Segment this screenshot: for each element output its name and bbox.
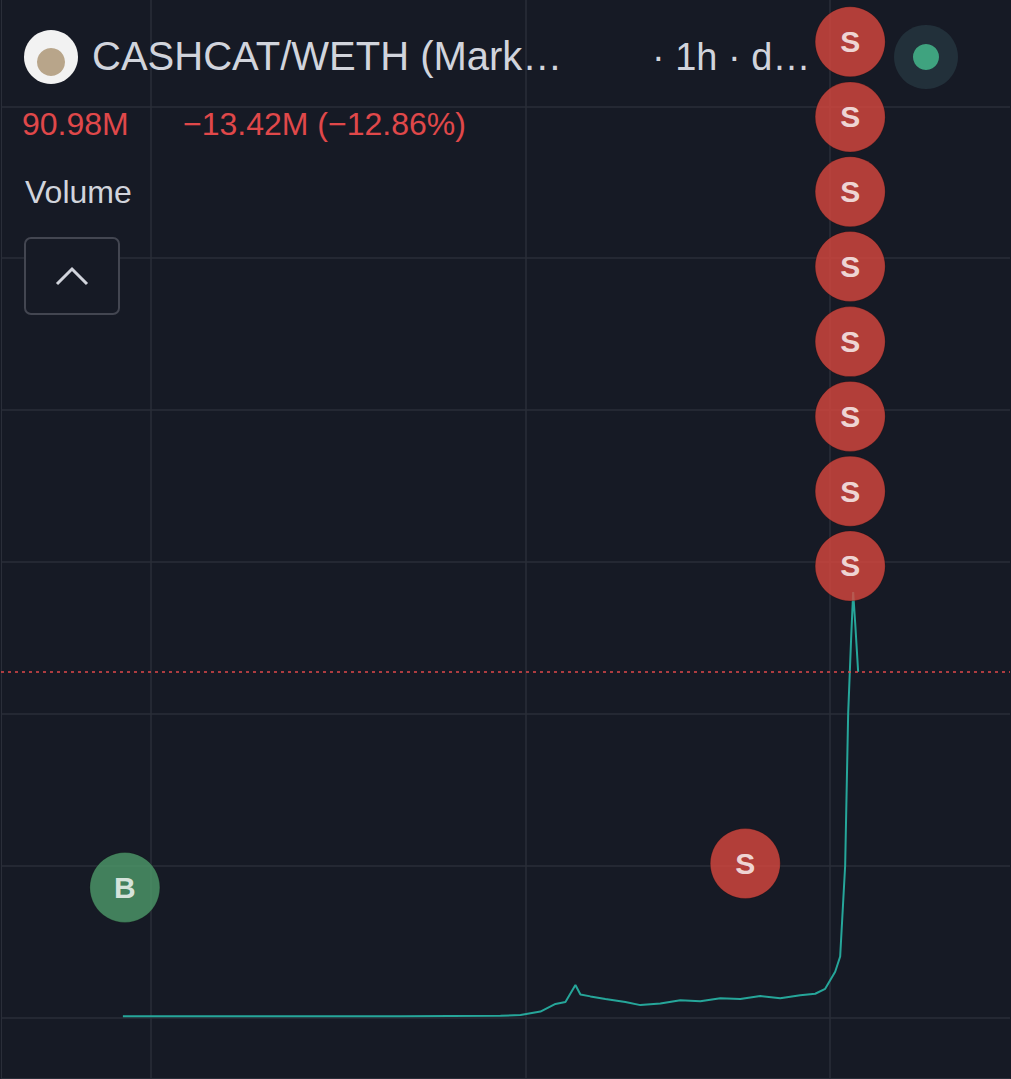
svg-text:−13.42M (−12.86%): −13.42M (−12.86%) [183,106,466,142]
svg-text:S: S [840,549,860,582]
svg-text:90.98M: 90.98M [22,106,129,142]
svg-text:· 1h · d…: · 1h · d… [652,36,810,78]
svg-text:S: S [840,400,860,433]
svg-text:S: S [840,100,860,133]
svg-text:S: S [840,25,860,58]
svg-text:S: S [840,175,860,208]
svg-text:Volume: Volume [25,174,132,210]
svg-text:S: S [840,325,860,358]
svg-text:S: S [840,475,860,508]
svg-text:B: B [114,871,136,904]
svg-text:CASHCAT/WETH (Mark…: CASHCAT/WETH (Mark… [92,34,562,78]
svg-text:S: S [840,250,860,283]
svg-text:S: S [735,847,755,880]
